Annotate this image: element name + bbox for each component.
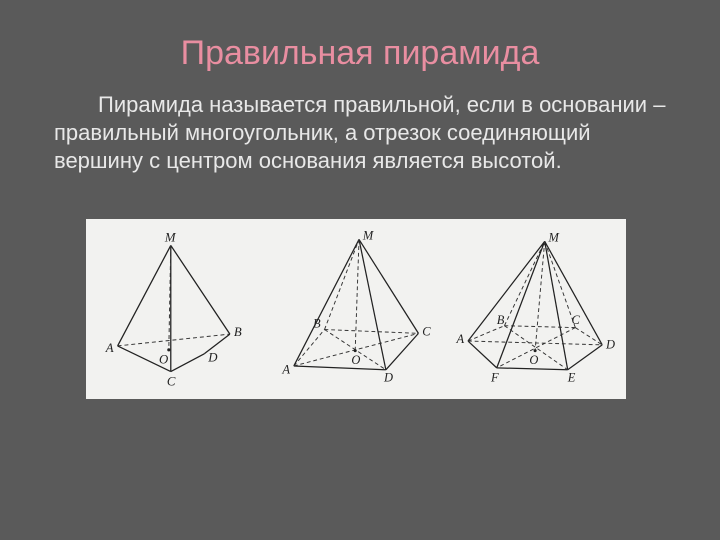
- label-B: B: [234, 326, 242, 340]
- definition-text: Пирамида называется правильной, если в о…: [46, 91, 674, 175]
- label-D: D: [605, 338, 615, 352]
- label-A: A: [282, 363, 291, 377]
- label-O: O: [159, 353, 168, 367]
- label-M: M: [547, 231, 559, 245]
- label-O: O: [529, 354, 538, 368]
- label-D: D: [383, 371, 393, 385]
- label-D: D: [207, 351, 218, 365]
- label-B: B: [313, 317, 321, 331]
- label-C: C: [571, 313, 580, 327]
- label-A: A: [455, 332, 464, 346]
- label-M: M: [362, 229, 374, 243]
- label-E: E: [566, 371, 575, 385]
- figures-strip: M A B C D O: [86, 219, 626, 399]
- label-O: O: [352, 354, 361, 368]
- triangular-pyramid: M A B C D O: [90, 225, 267, 389]
- label-M: M: [164, 231, 177, 245]
- square-pyramid: M A B C D O: [267, 225, 444, 389]
- slide: Правильная пирамида Пирамида называется …: [0, 0, 720, 540]
- hexagonal-pyramid: M A B C D E F O: [445, 225, 622, 389]
- label-F: F: [490, 371, 499, 385]
- slide-title: Правильная пирамида: [46, 34, 674, 73]
- label-C: C: [167, 375, 176, 389]
- label-B: B: [496, 313, 504, 327]
- label-C: C: [423, 325, 432, 339]
- label-A: A: [105, 341, 114, 355]
